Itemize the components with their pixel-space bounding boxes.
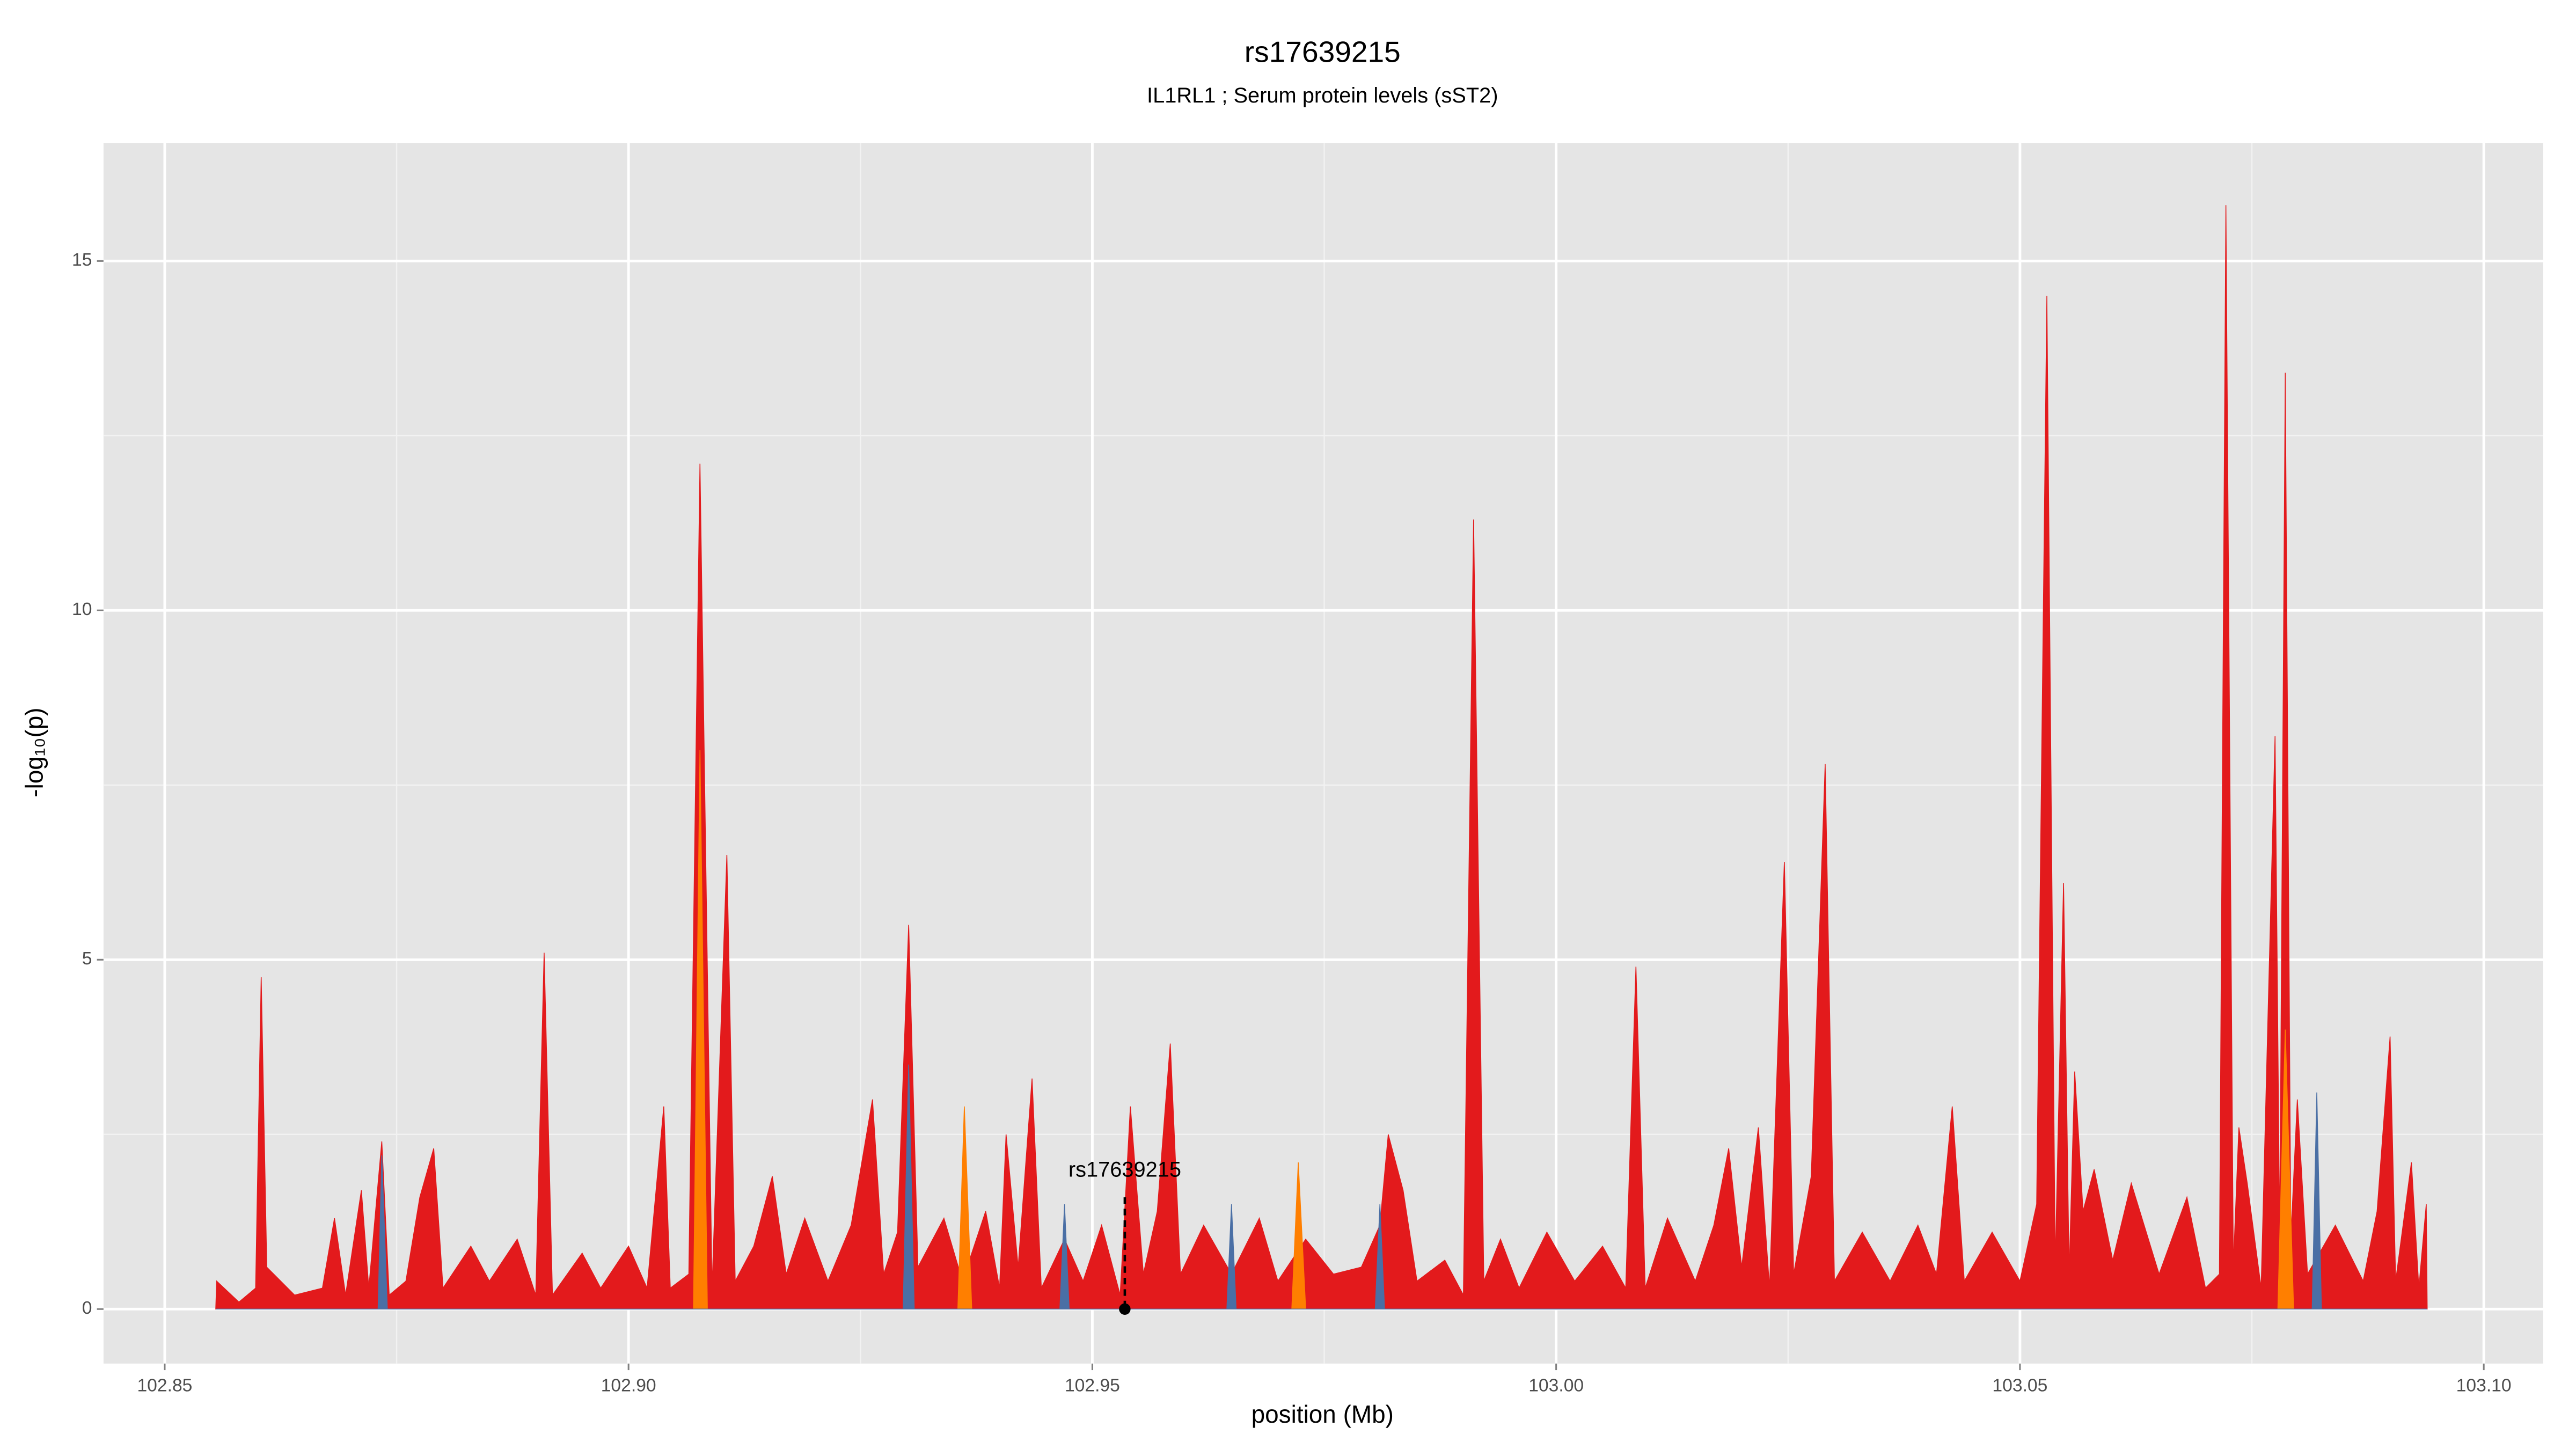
plot-background — [103, 143, 2543, 1364]
x-tick-label: 102.85 — [137, 1376, 192, 1396]
chart-subtitle: IL1RL1 ; Serum protein levels (sST2) — [1147, 84, 1498, 107]
x-tick-label: 103.00 — [1528, 1376, 1584, 1396]
y-tick-label: 10 — [72, 599, 92, 619]
y-tick-label: 5 — [82, 949, 92, 969]
x-tick-label: 102.95 — [1065, 1376, 1120, 1396]
y-tick-label: 0 — [82, 1298, 92, 1318]
x-tick-label: 103.10 — [2456, 1376, 2512, 1396]
x-tick-label: 103.05 — [1992, 1376, 2047, 1396]
annotation-label: rs17639215 — [1069, 1158, 1181, 1181]
x-tick-label: 102.90 — [601, 1376, 656, 1396]
y-axis-title: -log₁₀(p) — [20, 707, 48, 797]
annotation-point — [1119, 1303, 1131, 1315]
area — [216, 1064, 2427, 1310]
y-tick-label: 15 — [72, 250, 92, 270]
chart-title: rs17639215 — [1245, 35, 1401, 69]
x-axis-title: position (Mb) — [1252, 1400, 1394, 1428]
